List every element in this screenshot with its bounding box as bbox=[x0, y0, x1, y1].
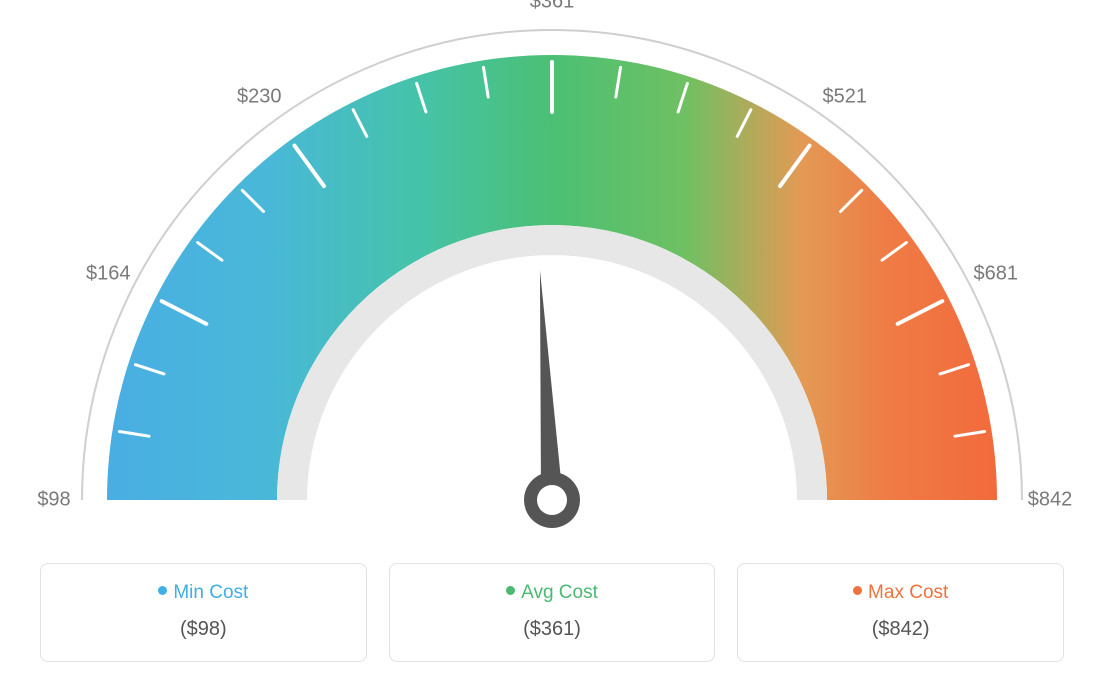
legend-title-avg-text: Avg Cost bbox=[521, 582, 598, 603]
legend-title-min: Min Cost bbox=[51, 582, 356, 604]
legend-title-max-text: Max Cost bbox=[868, 582, 948, 603]
scale-label: $842 bbox=[1028, 489, 1073, 512]
legend-title-max: Max Cost bbox=[748, 582, 1053, 604]
legend-value-avg: ($361) bbox=[400, 618, 705, 641]
legend-card-max: Max Cost ($842) bbox=[737, 563, 1064, 662]
scale-label: $164 bbox=[86, 262, 131, 285]
legend-title-min-text: Min Cost bbox=[173, 582, 248, 603]
gauge-svg bbox=[0, 0, 1104, 560]
scale-label: $230 bbox=[237, 86, 282, 109]
legend-card-min: Min Cost ($98) bbox=[40, 563, 367, 662]
legend-dot-avg bbox=[506, 586, 515, 595]
legend-card-avg: Avg Cost ($361) bbox=[389, 563, 716, 662]
scale-label: $98 bbox=[37, 489, 70, 512]
gauge-area: $98 $164 $230 $361 $521 $681 $842 bbox=[0, 0, 1104, 560]
scale-label: $361 bbox=[530, 0, 575, 14]
cost-gauge-widget: $98 $164 $230 $361 $521 $681 $842 Min Cost ($9… bbox=[0, 0, 1104, 690]
legend-dot-min bbox=[158, 586, 167, 595]
legend-dot-max bbox=[853, 586, 862, 595]
legend-value-max: ($842) bbox=[748, 618, 1053, 641]
scale-label: $521 bbox=[822, 86, 867, 109]
scale-label: $681 bbox=[973, 262, 1018, 285]
legend-value-min: ($98) bbox=[51, 618, 356, 641]
legend-title-avg: Avg Cost bbox=[400, 582, 705, 604]
legend-row: Min Cost ($98) Avg Cost ($361) Max Cost … bbox=[40, 563, 1064, 662]
